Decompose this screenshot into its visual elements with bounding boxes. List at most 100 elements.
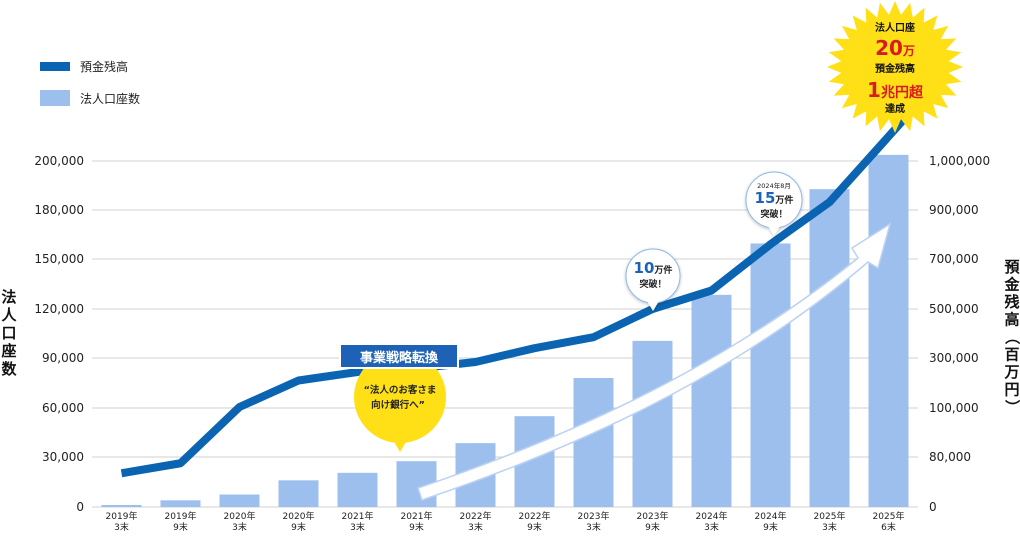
axis-title-char: 法 — [1, 288, 16, 306]
legend-line-swatch — [40, 62, 70, 71]
y-left-tick-label: 150,000 — [34, 252, 84, 266]
y-right-tick-label: 0 — [929, 500, 937, 514]
x-tick-label-period: 9末 — [409, 521, 424, 532]
axis-title-char: 口 — [1, 324, 16, 342]
milestone-15-line2: 突破！ — [760, 208, 787, 220]
x-tick-label-year: 2023年 — [578, 510, 610, 522]
axis-title-char: 百 — [1004, 346, 1019, 364]
x-tick-label-year: 2025年 — [814, 510, 846, 522]
axis-title-char: ） — [1003, 399, 1020, 414]
achievement-starburst: 法人口座 20万 預金残高 1兆円超 達成 — [827, 1, 963, 133]
strategy-body-2: 向け銀行へ” — [371, 399, 425, 411]
milestone-10-text: 10万件 突破！ — [634, 259, 673, 290]
milestone-15-date: 2024年8月 — [757, 181, 791, 190]
y-right-axis-title: 預金残高（ 百万円） — [1003, 258, 1020, 415]
x-tick-label-year: 2020年 — [224, 510, 256, 522]
growth-arrow — [417, 222, 892, 501]
x-tick-label-year: 2024年 — [696, 510, 728, 522]
y-right-tick-label: 500,000 — [929, 302, 979, 316]
x-tick-label-year: 2022年 — [519, 510, 551, 522]
milestone-15-num: 15 — [755, 189, 776, 207]
star-line4-num: 1 — [867, 78, 881, 102]
x-tick-label-year: 2022年 — [460, 510, 492, 522]
x-tick-label-year: 2024年 — [755, 510, 787, 522]
legend-bar-swatch — [40, 90, 70, 106]
bar — [337, 472, 378, 507]
x-tick-label-period: 3末 — [468, 521, 483, 532]
axis-title-char: 数 — [1, 360, 17, 378]
x-tick-label-period: 3末 — [704, 521, 719, 532]
y-left-tick-label: 90,000 — [42, 351, 84, 365]
x-tick-label-period: 3末 — [114, 521, 129, 532]
strategy-circle — [354, 351, 446, 443]
milestone-15-unit: 万件 — [774, 194, 793, 206]
bar — [809, 189, 850, 508]
strategy-callout: 事業戦略転換 “法人のお客さま 向け銀行へ” — [339, 343, 459, 452]
legend: 預金残高 法人口座数 — [40, 59, 140, 106]
line-series — [120, 104, 919, 478]
axis-title-char: 円 — [1004, 381, 1019, 399]
x-tick-label-period: 9末 — [527, 521, 542, 532]
bar — [868, 154, 909, 507]
x-tick-label-period: 9末 — [763, 521, 778, 532]
y-left-tick-label: 200,000 — [34, 154, 84, 168]
bar — [219, 494, 260, 507]
strategy-title: 事業戦略転換 — [360, 350, 439, 366]
x-tick-label-period: 3末 — [822, 521, 837, 532]
axis-title-char: 残 — [1004, 293, 1019, 311]
axis-title-char: 預 — [1004, 258, 1020, 276]
milestone-15-bubble — [745, 171, 803, 236]
bar — [750, 243, 791, 507]
star-line4: 1兆円超 — [867, 78, 924, 102]
y-left-tick-label: 120,000 — [34, 302, 84, 316]
milestone-10-bubble — [625, 248, 681, 311]
y-right-tick-label: 900,000 — [929, 203, 979, 217]
legend-bar-label: 法人口座数 — [80, 91, 140, 106]
x-tick-label-period: 9末 — [173, 521, 188, 532]
x-tick-label-year: 2019年 — [106, 510, 138, 522]
grid — [92, 160, 918, 508]
strategy-body-1: “法人のお客さま — [364, 384, 437, 396]
deposit-line — [120, 104, 919, 478]
y-left-tick-label: 30,000 — [42, 450, 84, 464]
starburst-shape — [827, 1, 963, 133]
bar — [160, 500, 201, 507]
x-tick-label-year: 2021年 — [342, 510, 374, 522]
star-line1: 法人口座 — [875, 21, 915, 34]
strategy-banner — [339, 343, 459, 369]
x-tick-label-period: 6末 — [881, 521, 896, 532]
star-line2-unit: 万 — [902, 44, 915, 58]
x-tick-label-year: 2023年 — [637, 510, 669, 522]
x-tick-label-period: 3末 — [350, 521, 365, 532]
y-right-tick-label: 100,000 — [929, 401, 979, 415]
milestone-15-line1: 15万件 — [755, 189, 794, 207]
milestone-10-num: 10 — [634, 259, 655, 277]
axis-title-char: 座 — [0, 342, 16, 360]
milestone-10-line1: 10万件 — [634, 259, 673, 277]
x-tick-label-period: 3末 — [586, 521, 601, 532]
bar — [101, 505, 142, 507]
milestone-10-pointer — [647, 301, 659, 311]
y-right-tick-label: 700,000 — [929, 252, 979, 266]
bar — [691, 294, 732, 507]
x-tick-label-year: 2021年 — [401, 510, 433, 522]
y-left-axis-title: 法人口座数 — [0, 288, 17, 378]
axis-title-char: （ — [1003, 329, 1020, 344]
arrow-shape — [417, 222, 892, 501]
y-right-tick-label: 300,000 — [929, 351, 979, 365]
y-right-tick-label: 80,000 — [929, 450, 971, 464]
x-tick-label-year: 2019年 — [165, 510, 197, 522]
strategy-pointer — [393, 440, 407, 452]
axes: 0 0 30,000 80,000 60,000 100,000 90,000 300,000… — [34, 154, 990, 533]
star-line4-unit: 兆円超 — [881, 84, 924, 101]
x-tick-label-period: 9末 — [291, 521, 306, 532]
y-left-tick-label: 0 — [76, 500, 84, 514]
milestone-15-text: 2024年8月 15万件 突破！ — [755, 181, 794, 220]
axis-title-char: 高 — [1004, 311, 1019, 329]
x-tick-label-period: 3末 — [232, 521, 247, 532]
star-line3: 預金残高 — [875, 62, 915, 75]
x-tick-label-year: 2020年 — [283, 510, 315, 522]
legend-line-label: 預金残高 — [80, 59, 128, 74]
axis-title-char: 金 — [1003, 276, 1020, 294]
